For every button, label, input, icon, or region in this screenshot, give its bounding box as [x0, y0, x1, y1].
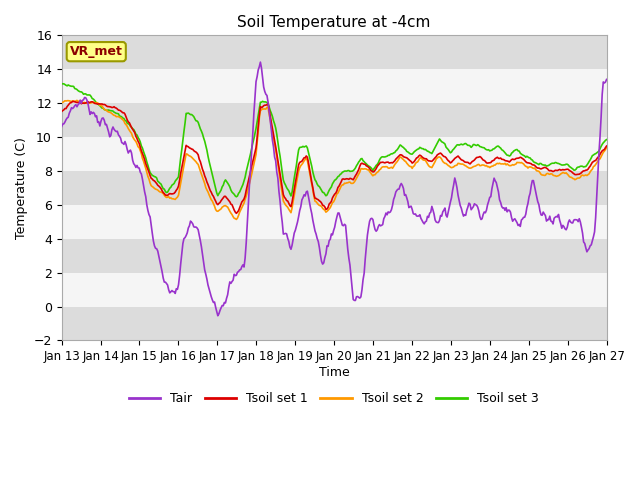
Bar	[61, 307, 607, 340]
Y-axis label: Temperature (C): Temperature (C)	[15, 137, 28, 239]
Title: Soil Temperature at -4cm: Soil Temperature at -4cm	[237, 15, 431, 30]
Bar	[61, 36, 607, 69]
Legend: Tair, Tsoil set 1, Tsoil set 2, Tsoil set 3: Tair, Tsoil set 1, Tsoil set 2, Tsoil se…	[124, 387, 544, 410]
Bar	[61, 103, 607, 137]
Text: VR_met: VR_met	[70, 45, 123, 58]
Bar	[61, 239, 607, 273]
X-axis label: Time: Time	[319, 366, 349, 379]
Bar	[61, 205, 607, 239]
Bar	[61, 69, 607, 103]
Bar	[61, 171, 607, 205]
Bar	[61, 137, 607, 171]
Bar	[61, 273, 607, 307]
